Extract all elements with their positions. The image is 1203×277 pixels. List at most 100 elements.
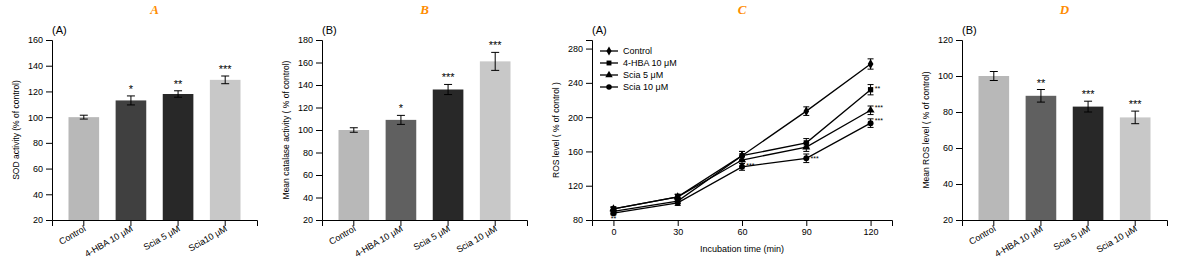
tick-label: 80 [573, 215, 583, 225]
tick-label: 160 [28, 35, 43, 45]
legend-entry: 4-HBA 10 μM [600, 58, 677, 68]
tick: 20 [303, 215, 322, 225]
error-bar [868, 59, 874, 69]
tick-label: 120 [28, 87, 43, 97]
tick-label: 60 [303, 170, 313, 180]
tick-label: 160 [568, 147, 583, 157]
axis-line [586, 41, 593, 221]
legend-label: Scia 10 μM [623, 82, 668, 92]
tick-mark [46, 40, 52, 41]
tick: 0 [611, 220, 616, 237]
tick-label: 80 [33, 138, 43, 148]
tick-label: Scia 10 μM [455, 224, 499, 255]
tick: 120 [28, 87, 52, 97]
tick-mark [46, 143, 52, 144]
tick: Scia 10 μM [1095, 220, 1139, 255]
tick-label: 240 [568, 78, 583, 88]
tick-label: 80 [303, 148, 313, 158]
annotation: ** [875, 85, 881, 92]
tick: 160 [298, 58, 322, 68]
tick-mark [956, 148, 962, 149]
error-bar [221, 76, 229, 84]
tick-mark [586, 151, 592, 152]
tick-mark [316, 40, 322, 41]
chart-title: (B) [322, 24, 337, 36]
chart-title: (A) [52, 24, 67, 36]
point [675, 200, 681, 206]
tick-mark [46, 91, 52, 92]
tick-label: 60 [943, 143, 953, 153]
y-axis: 20406080100120140160 [28, 35, 53, 225]
point [868, 59, 874, 69]
tick-mark [586, 186, 592, 187]
tick: 40 [33, 190, 52, 200]
legend-label: Control [623, 46, 652, 56]
tick-label: 40 [303, 193, 313, 203]
tick-mark [316, 198, 322, 199]
legend: Control4-HBA 10 μMScia 5 μMScia 10 μM [600, 46, 677, 92]
bar [116, 100, 147, 220]
panel: 20406080100120140160Control4-HBA 10 μMSc… [11, 2, 258, 259]
y-axis: 20406080100120140160180 [298, 35, 323, 225]
tick: Control [967, 220, 997, 247]
tick-mark [956, 184, 962, 185]
tick: Scia10 μM [187, 220, 229, 254]
error-bar [803, 107, 809, 116]
tick-label: 140 [298, 80, 313, 90]
annotation: *** [875, 104, 883, 111]
point [674, 192, 682, 199]
tick: 100 [938, 71, 962, 81]
tick-label: 80 [943, 107, 953, 117]
annotation: ** [174, 78, 183, 90]
point [803, 155, 809, 161]
tick-label: 4-HBA 10 μM [993, 224, 1045, 260]
axis-line [593, 221, 893, 227]
tick-mark [46, 220, 52, 221]
tick-mark [586, 220, 592, 221]
tick-label: 40 [943, 179, 953, 189]
tick-label: Control [967, 224, 997, 247]
tick: 160 [568, 147, 592, 157]
panel: 801201602002402800306090120Control4-HBA … [551, 2, 893, 254]
x-axis-title: Incubation time (min) [700, 244, 784, 254]
annotation: *** [875, 117, 883, 124]
tick-mark [586, 117, 592, 118]
tick: 200 [568, 113, 592, 123]
tick-mark [316, 130, 322, 131]
annotation: * [399, 102, 404, 114]
tick-mark [1040, 220, 1041, 226]
series-line [613, 123, 870, 213]
tick: 60 [943, 143, 962, 153]
error-bar [990, 72, 998, 81]
tick-label: 180 [298, 35, 313, 45]
tick-label: Control [57, 224, 87, 247]
tick: 20 [33, 215, 52, 225]
annotation: ** [1037, 77, 1046, 89]
tick-label: 120 [938, 35, 953, 45]
tick-label: 0 [611, 227, 616, 237]
tick-mark [316, 108, 322, 109]
tick-mark [46, 117, 52, 118]
tick-label: 120 [568, 181, 583, 191]
tick-mark [316, 85, 322, 86]
x-axis: 0306090120 [593, 220, 893, 237]
error-bar [80, 115, 88, 119]
error-bar [350, 128, 358, 133]
error-bar [868, 119, 874, 128]
tick-label: 4-HBA 10 μM [83, 224, 135, 260]
plot-area [338, 52, 510, 220]
series-line [613, 90, 870, 209]
tick: 30 [673, 220, 683, 237]
tick: 60 [737, 220, 747, 237]
error-bar [1131, 111, 1139, 124]
error-bar [868, 85, 874, 95]
y-axis: 20406080100120 [938, 35, 963, 225]
axis-line [316, 41, 323, 221]
tick-label: 100 [938, 71, 953, 81]
tick-mark [1088, 220, 1089, 226]
legend-marker [605, 71, 612, 77]
series-line [613, 110, 870, 209]
bar [338, 130, 369, 220]
tick-label: 100 [28, 113, 43, 123]
y-axis-title: Mean catalase activity ( % of control) [281, 60, 291, 199]
